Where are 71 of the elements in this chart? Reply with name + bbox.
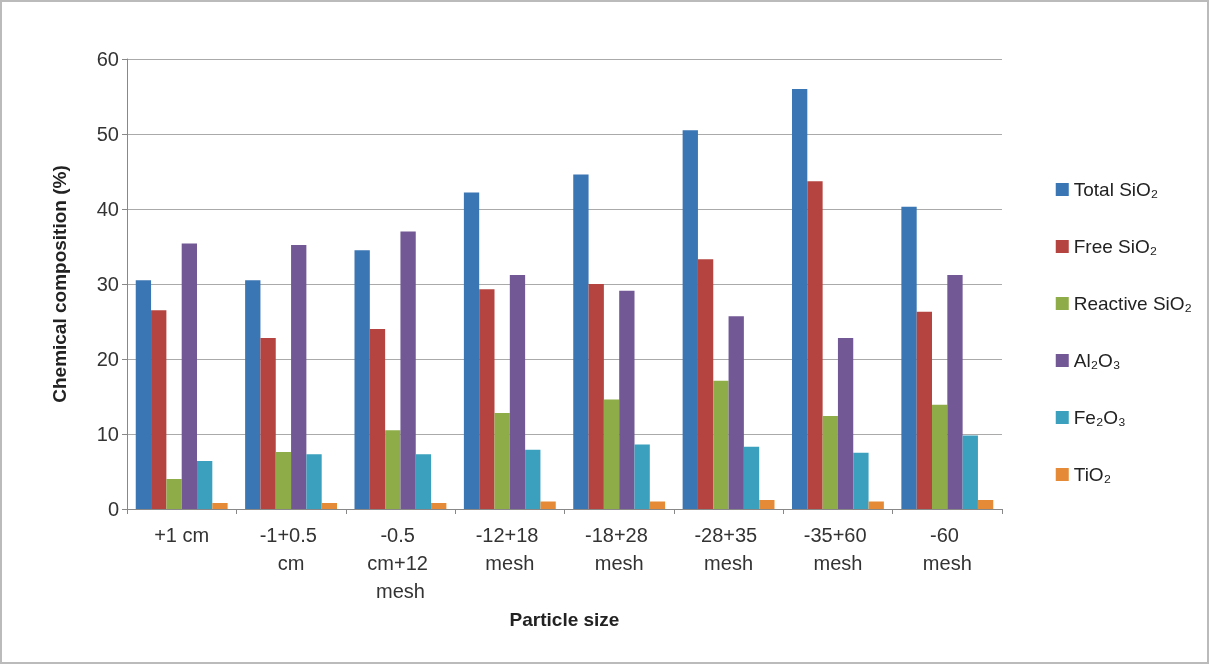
- bar: [540, 501, 556, 509]
- bar: [728, 316, 744, 509]
- bar: [509, 275, 526, 509]
- bar: [260, 338, 276, 509]
- bar: [807, 181, 823, 509]
- y-tick-label: 50: [96, 123, 119, 145]
- bar: [245, 280, 261, 509]
- bar: [385, 430, 401, 509]
- y-tick-label: 30: [96, 273, 119, 295]
- bar: [166, 479, 182, 509]
- bar: [291, 245, 307, 509]
- x-tick-label: -0.5 cm+12 mesh: [367, 524, 434, 602]
- x-axis-title: Particle size: [509, 608, 620, 630]
- bar: [321, 503, 337, 509]
- bar: [275, 452, 292, 509]
- bar: [573, 174, 589, 509]
- bar: [743, 446, 760, 509]
- x-tick-label: -12+18 mesh: [475, 524, 545, 574]
- x-tick-label: -28+35 mesh: [694, 524, 763, 574]
- x-tick-label: -60 mesh: [922, 524, 972, 574]
- bar: [634, 444, 650, 509]
- bar: [649, 501, 666, 509]
- legend-label: TiO₂: [1073, 464, 1112, 485]
- bar: [603, 399, 620, 509]
- legend-label: Reactive SiO₂: [1073, 293, 1192, 314]
- bar: [494, 413, 510, 509]
- x-tick-label: +1 cm: [154, 524, 210, 546]
- x-tick-label: -18+28 mesh: [584, 524, 654, 574]
- bar: [151, 310, 167, 509]
- y-axis-title: Chemical composition (%): [49, 165, 70, 403]
- bar: [400, 231, 416, 509]
- bar: [619, 290, 635, 509]
- y-tick-label: 20: [96, 348, 119, 370]
- x-tick-label: -35+60 mesh: [803, 524, 873, 574]
- legend-label: Free SiO₂: [1073, 236, 1158, 257]
- bar: [713, 380, 729, 509]
- y-tick-label: 10: [96, 423, 119, 445]
- bar: [525, 449, 541, 509]
- bar: [181, 243, 197, 509]
- bar: [212, 503, 228, 509]
- bar: [697, 259, 714, 509]
- bar: [932, 404, 948, 509]
- bar: [901, 206, 917, 509]
- bar: [977, 500, 994, 509]
- bar: [837, 338, 854, 509]
- bar: [682, 130, 698, 509]
- bar: [868, 501, 884, 509]
- bar: [588, 284, 604, 509]
- legend-label: Total SiO₂: [1073, 179, 1159, 200]
- bar: [916, 311, 932, 509]
- bar: [947, 275, 963, 509]
- bar: [463, 192, 480, 509]
- bar: [306, 454, 322, 509]
- legend-label: Al₂O₃: [1073, 350, 1121, 371]
- x-tick-label: -1+0.5 cm: [259, 524, 323, 574]
- bar: [197, 461, 213, 509]
- y-tick-label: 40: [96, 198, 119, 220]
- bar: [962, 435, 978, 509]
- bar: [431, 503, 447, 509]
- bar: [135, 280, 152, 509]
- legend-label: Fe₂O₃: [1073, 407, 1126, 428]
- bar: [369, 329, 386, 509]
- bar: [479, 289, 495, 509]
- bar: [354, 250, 370, 509]
- bar: [822, 416, 838, 509]
- bar: [792, 89, 808, 509]
- bar: [415, 454, 432, 509]
- bar: [759, 500, 775, 509]
- y-tick-label: 0: [107, 498, 119, 520]
- y-tick-label: 60: [96, 48, 119, 70]
- bar: [853, 452, 869, 509]
